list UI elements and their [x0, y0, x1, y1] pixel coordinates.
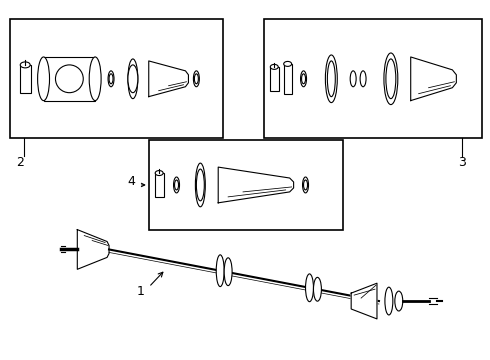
Ellipse shape [194, 71, 199, 87]
Ellipse shape [386, 59, 396, 99]
Ellipse shape [196, 163, 205, 207]
Ellipse shape [360, 71, 366, 87]
Polygon shape [149, 61, 189, 96]
Bar [264, 19, 482, 138]
Ellipse shape [108, 71, 114, 87]
Polygon shape [351, 283, 377, 319]
Ellipse shape [89, 57, 101, 100]
Ellipse shape [195, 74, 198, 84]
Ellipse shape [300, 71, 307, 87]
Ellipse shape [173, 177, 179, 193]
Bar [44, 57, 95, 100]
Ellipse shape [325, 55, 337, 103]
Text: 1: 1 [137, 285, 145, 298]
Ellipse shape [20, 62, 30, 68]
Polygon shape [411, 57, 456, 100]
Bar [155, 173, 164, 197]
Ellipse shape [216, 255, 224, 287]
Text: 2: 2 [16, 156, 24, 169]
Bar [149, 140, 343, 230]
Ellipse shape [224, 258, 232, 285]
Ellipse shape [38, 57, 49, 100]
Bar [270, 67, 279, 91]
Ellipse shape [174, 180, 178, 190]
Ellipse shape [196, 169, 204, 201]
Polygon shape [77, 230, 109, 269]
Ellipse shape [306, 274, 314, 302]
Text: 3: 3 [458, 156, 466, 169]
Bar [20, 65, 31, 93]
Ellipse shape [384, 53, 398, 105]
Ellipse shape [284, 62, 292, 66]
Ellipse shape [128, 65, 138, 93]
Ellipse shape [128, 59, 138, 99]
Ellipse shape [395, 291, 403, 311]
Ellipse shape [385, 287, 393, 315]
Ellipse shape [303, 180, 308, 190]
Ellipse shape [301, 74, 306, 84]
Ellipse shape [302, 177, 309, 193]
Polygon shape [218, 167, 294, 203]
Ellipse shape [350, 71, 356, 87]
Ellipse shape [270, 64, 278, 69]
Ellipse shape [155, 171, 163, 176]
Ellipse shape [109, 74, 113, 84]
Bar [284, 64, 292, 94]
Bar [10, 19, 223, 138]
Ellipse shape [327, 61, 335, 96]
Ellipse shape [314, 277, 321, 301]
Ellipse shape [55, 65, 83, 93]
Text: 4: 4 [127, 175, 135, 189]
